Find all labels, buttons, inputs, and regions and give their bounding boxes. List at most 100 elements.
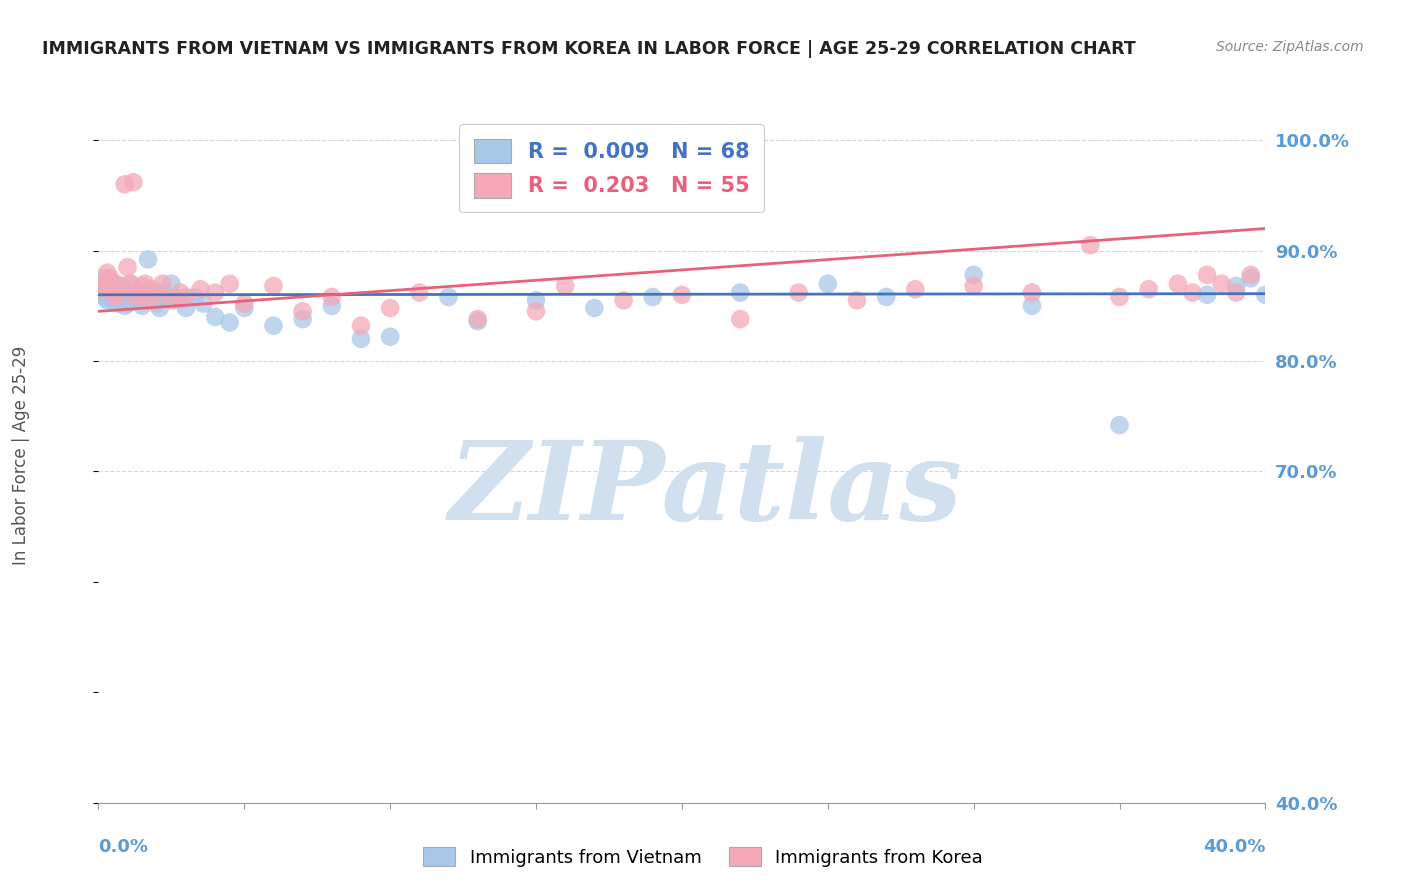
Point xyxy=(962,279,984,293)
Point xyxy=(218,277,240,291)
Point xyxy=(1225,279,1247,293)
Point xyxy=(96,266,118,280)
Point xyxy=(875,290,897,304)
Text: ZIPatlas: ZIPatlas xyxy=(449,436,962,543)
Point xyxy=(117,290,139,304)
Point xyxy=(380,301,402,315)
Point xyxy=(524,304,547,318)
Point xyxy=(136,252,159,267)
Point xyxy=(321,299,343,313)
Point xyxy=(96,279,118,293)
Point xyxy=(1195,268,1218,282)
Point xyxy=(1021,299,1043,313)
Point xyxy=(190,282,212,296)
Point xyxy=(193,296,215,310)
Point xyxy=(136,293,159,308)
Point xyxy=(350,318,373,333)
Point xyxy=(904,282,927,296)
Point xyxy=(962,268,984,282)
Point xyxy=(152,285,174,300)
Point xyxy=(1240,271,1263,285)
Point xyxy=(96,293,118,308)
Point xyxy=(104,290,127,304)
Point xyxy=(125,290,148,304)
Point xyxy=(114,178,136,192)
Point xyxy=(111,285,134,300)
Point xyxy=(350,332,373,346)
Point xyxy=(131,279,153,293)
Point xyxy=(1195,287,1218,301)
Point xyxy=(1211,277,1233,291)
Point xyxy=(125,290,148,304)
Point xyxy=(613,293,636,308)
Point xyxy=(111,290,134,304)
Point xyxy=(163,290,186,304)
Point xyxy=(120,277,142,291)
Point xyxy=(104,285,127,300)
Point xyxy=(93,282,115,296)
Point xyxy=(817,277,839,291)
Point xyxy=(1080,238,1102,252)
Point xyxy=(90,285,112,300)
Point xyxy=(134,277,156,291)
Point xyxy=(111,279,134,293)
Point xyxy=(101,285,124,300)
Point xyxy=(131,299,153,313)
Point xyxy=(117,296,139,310)
Point xyxy=(554,279,576,293)
Point xyxy=(160,293,183,308)
Point xyxy=(146,296,169,310)
Point xyxy=(101,277,124,291)
Point xyxy=(101,285,124,300)
Text: In Labor Force | Age 25-29: In Labor Force | Age 25-29 xyxy=(13,345,30,565)
Point xyxy=(730,312,752,326)
Point xyxy=(101,279,124,293)
Point xyxy=(169,285,191,300)
Point xyxy=(131,285,153,300)
Point xyxy=(321,290,343,304)
Point xyxy=(96,277,118,291)
Point xyxy=(1254,287,1277,301)
Point xyxy=(787,285,810,300)
Point xyxy=(408,285,430,300)
Legend: Immigrants from Vietnam, Immigrants from Korea: Immigrants from Vietnam, Immigrants from… xyxy=(416,840,990,874)
Point xyxy=(233,296,256,310)
Point xyxy=(149,301,172,315)
Point xyxy=(146,285,169,300)
Point xyxy=(98,285,121,300)
Point xyxy=(174,301,197,315)
Point xyxy=(104,290,127,304)
Point xyxy=(93,277,115,291)
Point xyxy=(93,271,115,285)
Point xyxy=(262,279,284,293)
Point xyxy=(174,290,197,304)
Point xyxy=(204,310,226,324)
Point xyxy=(104,277,127,291)
Point xyxy=(846,293,869,308)
Text: IMMIGRANTS FROM VIETNAM VS IMMIGRANTS FROM KOREA IN LABOR FORCE | AGE 25-29 CORR: IMMIGRANTS FROM VIETNAM VS IMMIGRANTS FR… xyxy=(42,40,1136,58)
Point xyxy=(262,318,284,333)
Point xyxy=(291,312,314,326)
Point xyxy=(730,285,752,300)
Point xyxy=(1108,290,1130,304)
Point xyxy=(583,301,606,315)
Point xyxy=(134,287,156,301)
Point xyxy=(93,290,115,304)
Text: 40.0%: 40.0% xyxy=(1204,838,1265,856)
Point xyxy=(467,312,489,326)
Point xyxy=(204,285,226,300)
Point xyxy=(437,290,460,304)
Point xyxy=(1021,285,1043,300)
Legend: R =  0.009   N = 68, R =  0.203   N = 55: R = 0.009 N = 68, R = 0.203 N = 55 xyxy=(458,124,763,212)
Point xyxy=(524,293,547,308)
Point xyxy=(101,293,124,308)
Point xyxy=(380,330,402,344)
Point xyxy=(117,260,139,275)
Point xyxy=(128,285,150,300)
Point xyxy=(108,296,131,310)
Point xyxy=(467,314,489,328)
Point xyxy=(108,285,131,300)
Point xyxy=(122,285,145,300)
Point xyxy=(96,282,118,296)
Point xyxy=(641,290,664,304)
